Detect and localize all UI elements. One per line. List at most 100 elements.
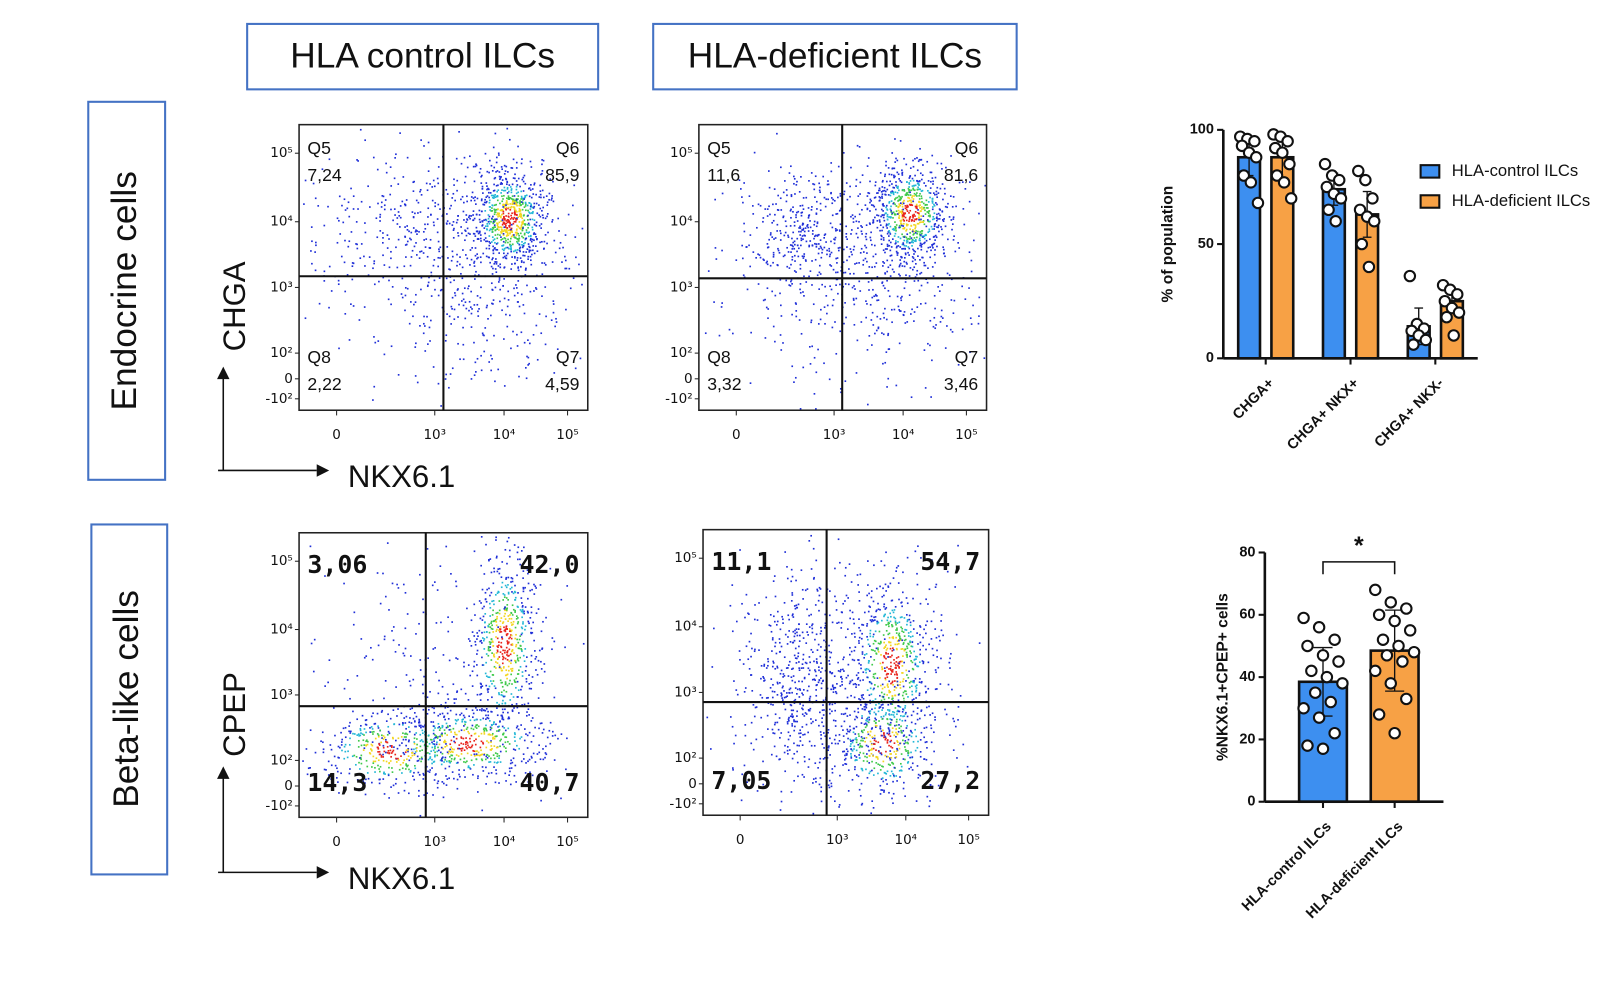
- event-dot: [883, 615, 885, 618]
- event-dot: [493, 213, 496, 216]
- event-dot: [430, 750, 432, 753]
- event-dot: [401, 742, 403, 744]
- event-dot: [328, 265, 331, 268]
- event-dot: [503, 727, 506, 729]
- event-dot: [490, 680, 492, 682]
- event-dot: [804, 227, 807, 229]
- event-dot: [884, 713, 887, 716]
- event-dot: [911, 690, 913, 693]
- event-dot: [420, 739, 423, 741]
- event-dot: [530, 203, 532, 206]
- event-dot: [928, 228, 931, 231]
- event-dot: [914, 224, 917, 227]
- event-dot: [488, 720, 491, 722]
- event-dot: [453, 748, 455, 751]
- event-dot: [513, 544, 516, 546]
- event-dot: [483, 203, 486, 206]
- event-dot: [330, 748, 333, 751]
- event-dot: [903, 157, 905, 160]
- event-dot: [450, 731, 452, 733]
- event-dot: [919, 192, 921, 195]
- event-dot: [363, 728, 366, 730]
- event-dot: [544, 343, 547, 346]
- event-dot: [922, 236, 924, 238]
- event-dot: [426, 223, 429, 226]
- event-dot: [920, 284, 923, 287]
- event-dot: [922, 164, 924, 166]
- event-dot: [909, 209, 912, 212]
- event-dot: [340, 731, 342, 734]
- event-dot: [310, 250, 312, 252]
- event-dot: [511, 643, 514, 645]
- event-dot: [404, 204, 407, 207]
- event-dot: [759, 204, 762, 207]
- event-dot: [885, 223, 888, 226]
- event-dot: [809, 220, 811, 222]
- event-dot: [398, 744, 401, 747]
- event-dot: [868, 222, 871, 225]
- event-dot: [887, 231, 890, 233]
- event-dot: [491, 674, 494, 676]
- y-tick-label: 10²: [670, 345, 693, 361]
- event-dot: [526, 569, 529, 572]
- event-dot: [510, 617, 513, 620]
- event-dot: [856, 678, 859, 680]
- event-dot: [507, 238, 509, 241]
- event-dot: [888, 202, 891, 204]
- event-dot: [408, 726, 410, 728]
- event-dot: [926, 250, 928, 253]
- event-dot: [847, 283, 850, 286]
- event-dot: [527, 356, 530, 359]
- event-dot: [519, 202, 521, 205]
- event-dot: [511, 202, 514, 204]
- event-dot: [521, 610, 523, 613]
- event-dot: [517, 546, 520, 549]
- event-dot: [387, 298, 390, 301]
- event-dot: [912, 200, 914, 203]
- event-dot: [446, 246, 449, 248]
- event-dot: [490, 622, 492, 624]
- event-dot: [902, 218, 905, 221]
- event-dot: [891, 625, 894, 628]
- event-dot: [513, 206, 516, 209]
- event-dot: [969, 351, 971, 354]
- event-dot: [506, 654, 508, 656]
- event-dot: [920, 234, 922, 236]
- event-dot: [517, 641, 520, 644]
- event-dot: [936, 245, 938, 248]
- event-dot: [429, 340, 431, 342]
- event-dot: [410, 238, 412, 241]
- event-dot: [491, 241, 493, 243]
- event-dot: [530, 263, 533, 266]
- event-dot: [441, 735, 444, 737]
- event-dot: [420, 756, 423, 759]
- event-dot: [873, 737, 876, 740]
- event-dot: [524, 648, 527, 650]
- event-dot: [872, 204, 875, 207]
- event-dot: [888, 222, 890, 225]
- event-dot: [937, 224, 940, 227]
- event-dot: [836, 257, 839, 259]
- event-dot: [456, 690, 459, 693]
- event-dot: [347, 245, 350, 248]
- event-dot: [504, 741, 507, 744]
- event-dot: [910, 237, 913, 239]
- event-dot: [505, 220, 508, 222]
- event-dot: [714, 198, 716, 201]
- event-dot: [921, 174, 924, 176]
- event-dot: [932, 610, 935, 613]
- event-dot: [494, 618, 497, 621]
- event-dot: [481, 185, 484, 188]
- event-dot: [800, 239, 803, 242]
- event-dot: [449, 728, 452, 731]
- event-dot: [507, 229, 510, 232]
- event-dot: [835, 271, 837, 274]
- event-dot: [925, 690, 927, 693]
- event-dot: [488, 755, 490, 758]
- event-dot: [901, 212, 903, 215]
- event-dot: [406, 758, 408, 761]
- event-dot: [871, 311, 874, 314]
- event-dot: [466, 166, 469, 169]
- event-dot: [496, 195, 499, 198]
- event-dot: [505, 239, 507, 242]
